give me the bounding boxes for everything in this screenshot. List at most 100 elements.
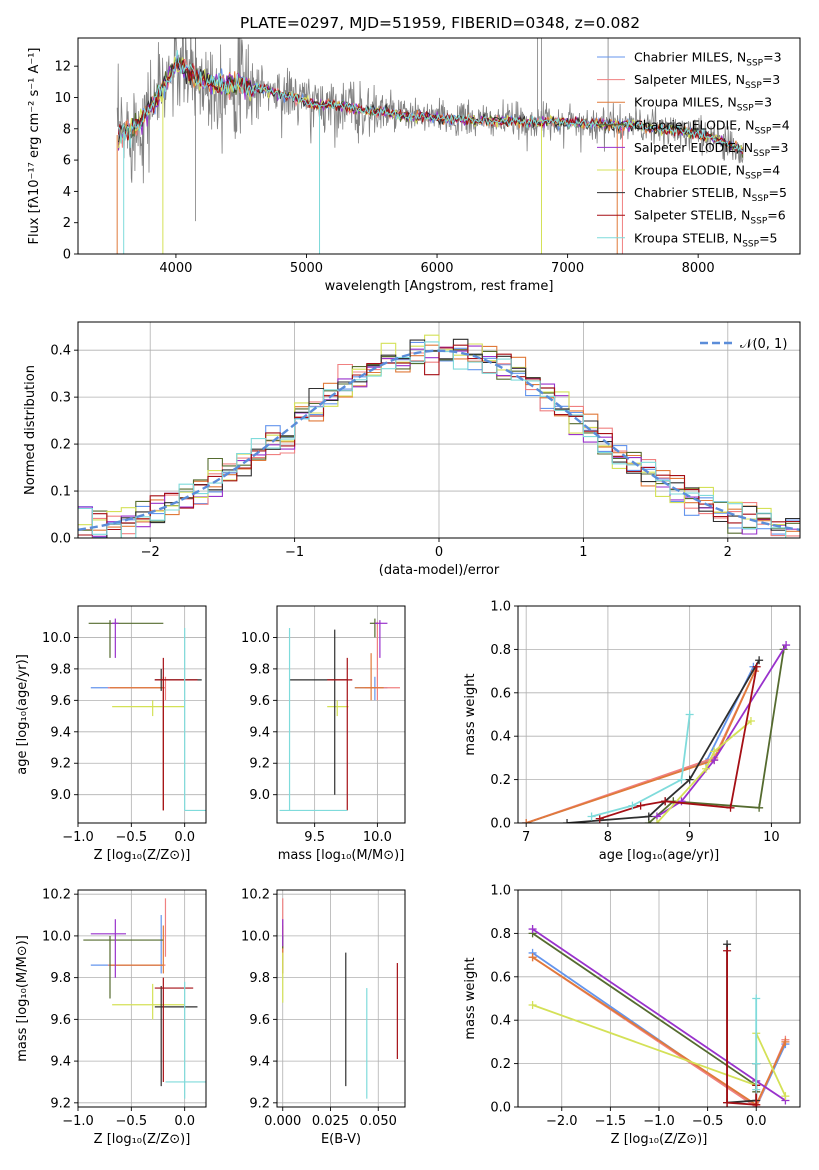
y-tick-label: 0.2 xyxy=(490,1057,511,1072)
weight-marker xyxy=(685,775,694,784)
plot-area-age-vs-Z xyxy=(88,618,206,812)
x-tick-label: −1.0 xyxy=(62,830,94,845)
x-tick-label: 0.0 xyxy=(174,1114,195,1129)
y-tick-label: 0.0 xyxy=(490,1101,511,1116)
y-tick-label: 9.0 xyxy=(50,788,71,803)
histogram-kroupa-stelib xyxy=(78,341,800,538)
x-axis-label: Z [log₁₀(Z/Z⊙)] xyxy=(94,848,191,863)
y-tick-label: 10.2 xyxy=(241,888,270,903)
y-tick-label: 9.8 xyxy=(50,971,71,986)
y-tick-label: 10.0 xyxy=(42,929,71,944)
x-axis-label: wavelength [Angstrom, rest frame] xyxy=(325,279,554,294)
y-tick-label: 9.6 xyxy=(249,694,270,709)
weight-marker xyxy=(746,717,755,726)
legend-label: Kroupa MILES, NSSP=3 xyxy=(634,95,772,114)
y-tick-label: 0.0 xyxy=(490,817,511,832)
x-tick-label: 0 xyxy=(435,545,443,560)
x-axis-label: Z [log₁₀(Z/Z⊙)] xyxy=(611,1132,708,1147)
axes-frame xyxy=(517,605,801,824)
weight-marker xyxy=(702,764,710,773)
legend-tail: =4 xyxy=(762,163,780,178)
x-tick-label: 6000 xyxy=(420,261,453,276)
x-tick-label: 1 xyxy=(579,545,587,560)
y-tick-label: 9.8 xyxy=(249,662,270,677)
legend-sub: SSP xyxy=(754,126,771,136)
weight-marker xyxy=(587,812,596,821)
axes-weight-vs-age: 7 8 9 10 0.0 0.2 0.4 0.6 0.8 1.0 age [log₁₀(age/yr… xyxy=(463,600,801,863)
y-tick-label: 9.4 xyxy=(50,1055,71,1070)
plot-area-spectrum xyxy=(116,38,745,254)
x-axis-label: E(B-V) xyxy=(321,1132,361,1147)
y-tick-label: 1.0 xyxy=(490,884,511,899)
weight-marker xyxy=(723,1098,732,1107)
weight-marker xyxy=(661,797,670,806)
y-tick-label: 9.6 xyxy=(50,694,71,709)
weight-line xyxy=(726,950,758,1106)
weight-line xyxy=(532,932,758,1092)
x-tick-label: 0.025 xyxy=(312,1114,349,1129)
y-axis-label: mass weight xyxy=(463,673,478,755)
y-tick-label: 2 xyxy=(63,216,71,231)
y-tick-label: 0.8 xyxy=(490,927,511,942)
plot-area-weight-vs-Z xyxy=(528,925,790,1107)
weight-marker xyxy=(781,1037,790,1046)
model-line-kroupa-stelib xyxy=(118,49,743,153)
axes-frame xyxy=(276,605,406,824)
weight-marker xyxy=(781,1092,790,1101)
y-tick-label: 10.0 xyxy=(42,631,71,646)
weight-marker xyxy=(528,953,537,962)
x-tick-label: 9 xyxy=(686,830,694,845)
legend-label: Chabrier ELODIE, NSSP=4 xyxy=(634,117,790,136)
weight-marker xyxy=(755,656,764,665)
legend-tail: =4 xyxy=(771,117,789,132)
y-tick-label: 9.8 xyxy=(249,971,270,986)
y-axis-label: mass [log₁₀(M/M⊙)] xyxy=(15,935,30,1062)
plot-area-age-vs-mass xyxy=(279,618,400,812)
y-tick-label: 0.2 xyxy=(490,773,511,788)
legend-label: Salpeter ELODIE, NSSP=3 xyxy=(634,140,788,159)
x-tick-label: 0.050 xyxy=(360,1114,397,1129)
weight-marker xyxy=(752,1100,761,1107)
y-tick-label: 10.2 xyxy=(42,888,71,903)
weight-marker xyxy=(752,1059,761,1068)
x-tick-label: 7 xyxy=(522,830,530,845)
axes-frame xyxy=(77,37,801,255)
weight-line xyxy=(599,666,758,820)
y-tick-label: 0.8 xyxy=(490,643,511,658)
legend-tail: =3 xyxy=(763,50,781,65)
x-tick-label: −1.5 xyxy=(595,1114,627,1129)
weight-marker xyxy=(522,819,531,823)
legend-sub: SSP xyxy=(742,239,759,249)
legend-tail: =5 xyxy=(759,230,777,245)
y-tick-label: 0 xyxy=(63,248,71,263)
y-tick-label: 9.8 xyxy=(50,662,71,677)
x-tick-label: −0.5 xyxy=(116,1114,148,1129)
weight-line xyxy=(532,952,787,1107)
legend-sub: SSP xyxy=(746,59,763,69)
y-tick-label: 9.2 xyxy=(50,757,71,772)
y-tick-label: 9.4 xyxy=(50,725,71,740)
weight-marker xyxy=(528,925,537,934)
legend-tail: =6 xyxy=(767,208,785,223)
figure-title: PLATE=0297, MJD=51959, FIBERID=0348, z=0… xyxy=(240,14,640,32)
y-tick-label: 10 xyxy=(54,91,71,106)
x-tick-label: −1.0 xyxy=(62,1114,94,1129)
legend-sub: SSP xyxy=(750,217,767,227)
axes-mass-vs-ebv: 0.000 0.025 0.050 9.2 9.4 9.6 9.8 10.0 10.2 E(B-V… xyxy=(241,888,406,1147)
axes-frame xyxy=(77,889,207,1108)
x-axis-label: Z [log₁₀(Z/Z⊙)] xyxy=(94,1132,191,1147)
legend-tail: =5 xyxy=(769,185,787,200)
weight-marker xyxy=(677,797,686,806)
weight-marker xyxy=(595,814,604,823)
x-tick-label: 9.5 xyxy=(304,830,325,845)
y-tick-label: 0.6 xyxy=(490,686,511,701)
weight-marker xyxy=(636,801,645,810)
legend-label: Chabrier MILES, NSSP=3 xyxy=(634,50,782,69)
x-tick-label: −1.0 xyxy=(643,1114,675,1129)
x-tick-label: 0.0 xyxy=(174,830,195,845)
x-tick-label: 8 xyxy=(604,830,612,845)
weight-marker xyxy=(563,819,572,823)
weight-marker xyxy=(752,1085,761,1094)
weight-marker xyxy=(752,662,761,671)
